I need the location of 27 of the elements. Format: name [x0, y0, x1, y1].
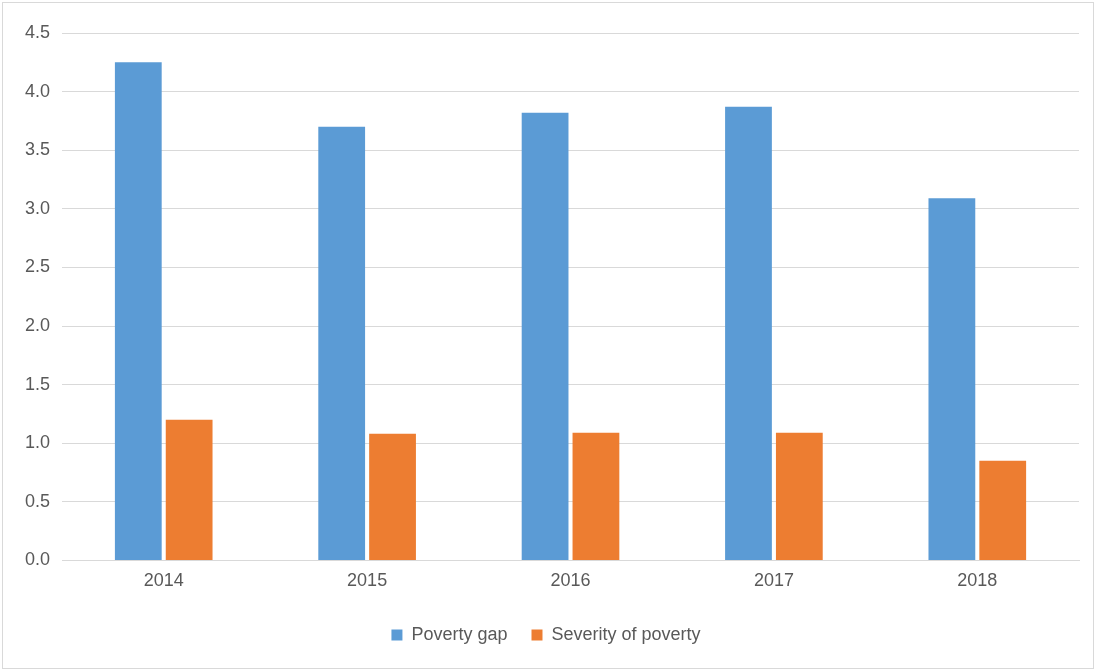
y-tick-label: 1.5 [24, 373, 51, 394]
y-tick-label: 2.0 [24, 314, 51, 335]
y-tick-label: 3.5 [24, 139, 51, 160]
y-tick-label: 0.5 [24, 490, 51, 511]
x-tick-label: 2017 [753, 570, 794, 591]
y-tick-label: 3.0 [24, 197, 51, 218]
x-tick-label: 2018 [957, 570, 998, 591]
bar [725, 106, 772, 560]
y-tick-label: 0.0 [24, 549, 51, 570]
bar [114, 62, 162, 560]
y-tick-label: 4.5 [24, 21, 51, 42]
bar [928, 198, 976, 560]
x-tick-label: 2015 [347, 570, 388, 591]
x-tick-label: 2016 [550, 570, 591, 591]
y-tick-label: 2.5 [24, 256, 51, 277]
y-tick-label: 4.0 [24, 80, 51, 101]
x-tick-label: 2014 [143, 570, 184, 591]
legend-label: Severity of poverty [551, 623, 701, 644]
y-tick-label: 1.0 [24, 432, 51, 453]
legend-label: Poverty gap [411, 623, 508, 644]
bar [775, 432, 823, 560]
bar [979, 460, 1027, 560]
bar [165, 419, 213, 560]
bar [318, 126, 366, 560]
bar [572, 432, 620, 560]
bar [369, 433, 416, 560]
bar [521, 112, 569, 560]
